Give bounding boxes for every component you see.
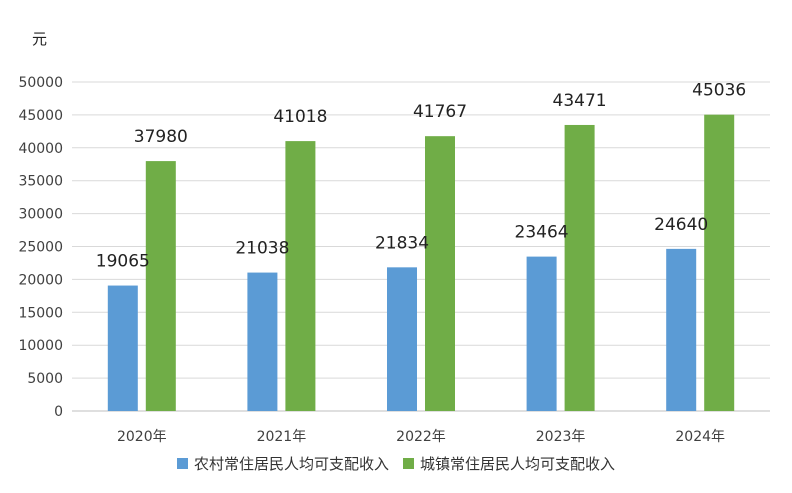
data-label: 41767 [413, 102, 467, 122]
y-tick-label: 30000 [18, 207, 63, 223]
y-tick-label: 15000 [18, 305, 63, 321]
y-tick-label: 45000 [18, 108, 63, 124]
y-tick-label: 50000 [18, 75, 63, 91]
legend-swatch-rural [176, 457, 188, 469]
bar-urban [285, 141, 316, 411]
y-tick-label: 0 [54, 404, 63, 420]
data-labels: 19065 37980 21038 41018 21834 41767 23464 43471… [96, 81, 746, 272]
bar-rural [247, 272, 278, 411]
data-label: 37980 [134, 127, 188, 147]
bar-urban [425, 136, 455, 411]
bar-urban [145, 161, 176, 411]
bar-rural [526, 256, 557, 411]
bar-rural [387, 267, 417, 411]
legend: 农村常住居民人均可支配收入 城镇常住居民人均可支配收入 [0, 453, 792, 473]
x-tick-label: 2021年 [257, 429, 307, 445]
legend-label-urban: 城镇常住居民人均可支配收入 [420, 454, 616, 473]
data-label: 43471 [553, 91, 607, 111]
bar-rural [107, 285, 138, 411]
data-label: 19065 [96, 252, 150, 272]
data-label: 41018 [273, 107, 327, 127]
data-label: 21834 [375, 233, 429, 253]
bar-rural [666, 248, 697, 411]
x-tick-label: 2023年 [536, 429, 586, 445]
y-tick-label: 5000 [27, 371, 63, 387]
legend-item-rural: 农村常住居民人均可支配收入 [176, 453, 389, 474]
x-tick-label: 2022年 [396, 429, 446, 445]
gridlines [72, 81, 770, 412]
y-tick-label: 20000 [18, 272, 63, 288]
y-tick-label: 35000 [18, 174, 63, 190]
bar-urban [704, 114, 735, 411]
x-tick-label: 2020年 [117, 429, 167, 445]
data-label: 45036 [692, 81, 746, 101]
legend-item-urban: 城镇常住居民人均可支配收入 [403, 453, 615, 474]
legend-label-rural: 农村常住居民人均可支配收入 [193, 454, 389, 473]
data-label: 24640 [654, 215, 708, 235]
y-tick-label: 10000 [18, 338, 63, 354]
x-tick-label: 2024年 [675, 429, 725, 445]
data-label: 21038 [235, 239, 289, 259]
y-tick-label: 25000 [18, 240, 63, 256]
y-tick-label: 40000 [18, 141, 63, 157]
y-axis-ticks: 0 5000 10000 15000 20000 25000 30000 35000 40000… [18, 75, 63, 420]
data-label: 23464 [515, 223, 569, 243]
x-axis-ticks: 2020年 2021年 2022年 2023年 2024年 [117, 429, 725, 445]
legend-swatch-urban [403, 457, 414, 469]
y-axis-unit-label: 元 [32, 30, 47, 48]
bar-urban [564, 124, 595, 412]
bars [107, 114, 735, 412]
